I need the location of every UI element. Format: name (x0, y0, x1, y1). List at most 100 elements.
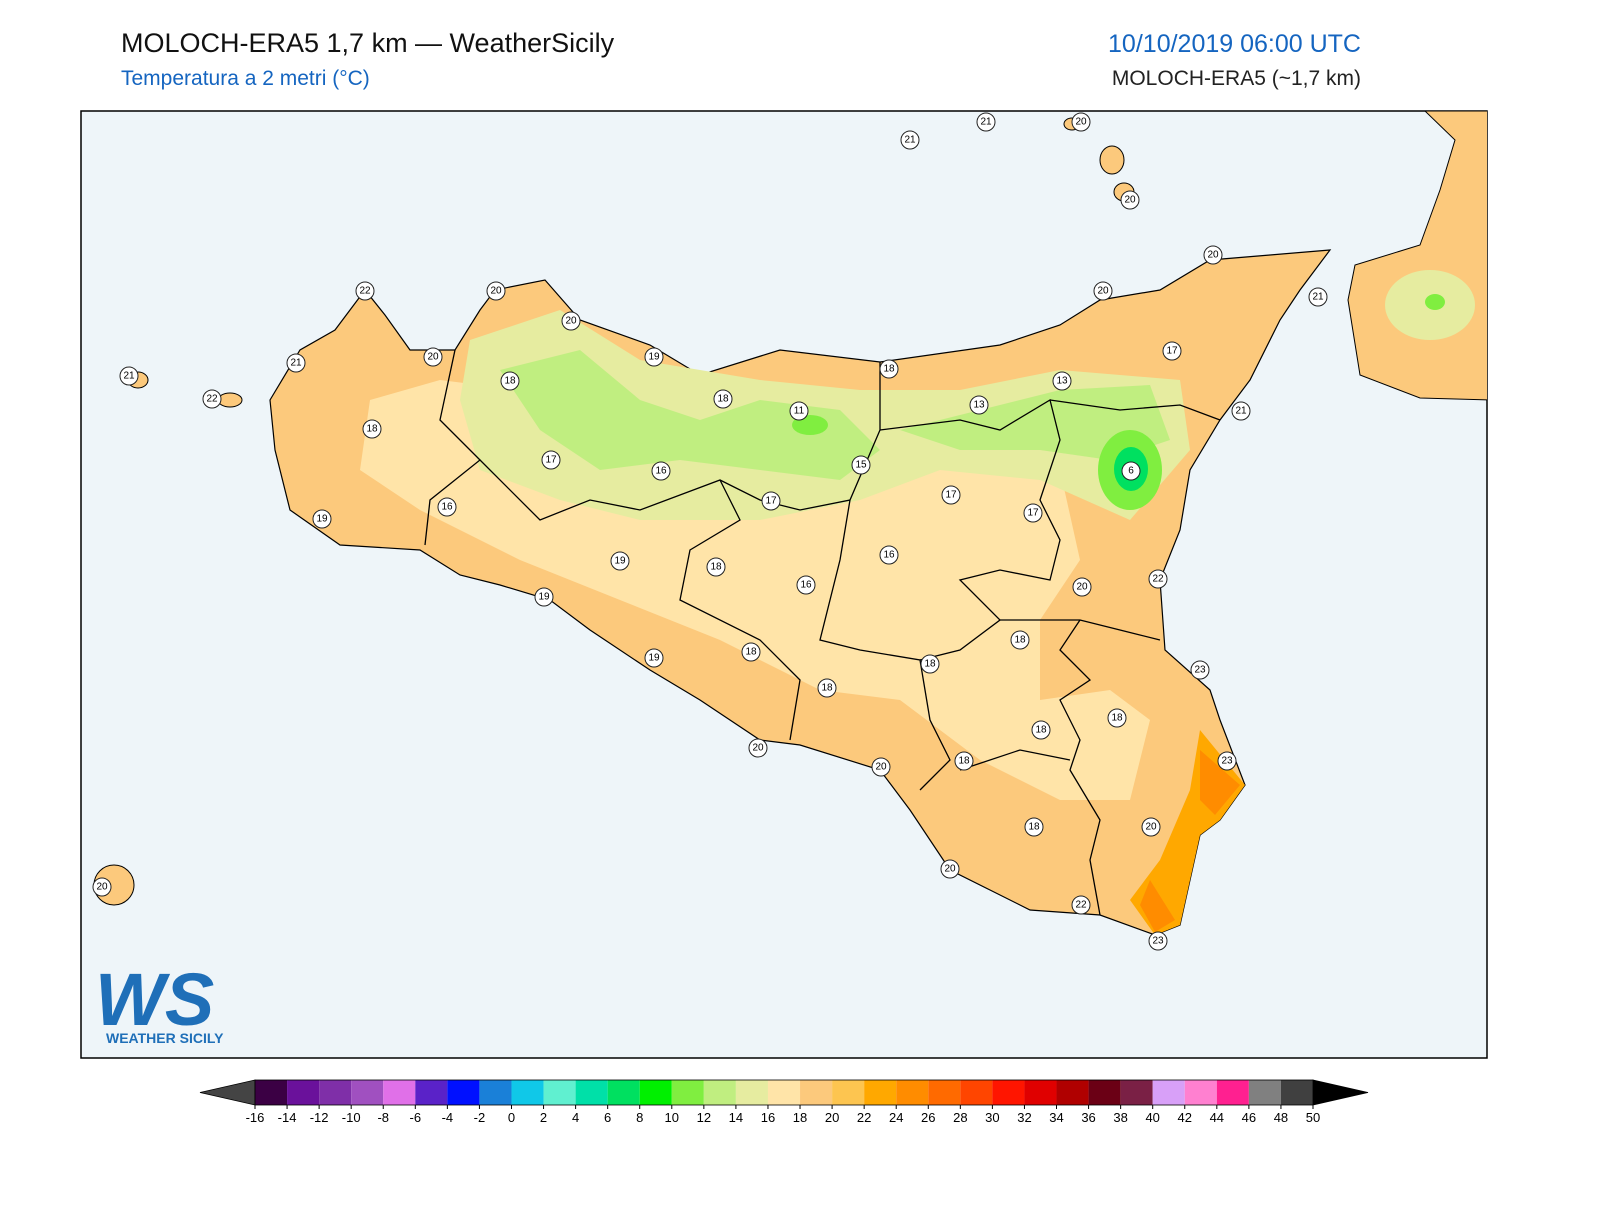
station-marker (1052, 371, 1072, 391)
colorbar-tick-label: 6 (604, 1110, 611, 1125)
colorbar-tick-label: 40 (1145, 1110, 1159, 1125)
colorbar-segment (319, 1080, 352, 1105)
station-value: 21 (1312, 292, 1324, 303)
station-value: 23 (1221, 756, 1233, 767)
station-marker (644, 347, 664, 367)
colorbar-tick-label: 36 (1081, 1110, 1095, 1125)
station-value: 21 (904, 135, 916, 146)
station-value: 17 (545, 455, 557, 466)
station-marker (1162, 341, 1182, 361)
colorbar-tick-label: 8 (636, 1110, 643, 1125)
field-area (900, 385, 1170, 460)
station: 18 (1031, 720, 1051, 740)
colorbar-segment (1184, 1080, 1217, 1105)
station-marker (976, 112, 996, 132)
station-value: 18 (710, 562, 722, 573)
colorbar-tick-label: 42 (1178, 1110, 1192, 1125)
station-marker (1072, 577, 1092, 597)
station-value: 17 (1166, 346, 1178, 357)
station: 18 (920, 654, 940, 674)
colorbar-segment (992, 1080, 1025, 1105)
station: 22 (1071, 895, 1091, 915)
station-marker (920, 654, 940, 674)
colorbar-tick-label: -2 (474, 1110, 486, 1125)
colorbar-segment (383, 1080, 416, 1105)
station-marker (119, 366, 139, 386)
colorbar-segment (415, 1080, 448, 1105)
station-marker (761, 491, 781, 511)
station: 18 (500, 371, 520, 391)
station-value: 20 (1207, 250, 1219, 261)
station-marker (534, 587, 554, 607)
station-marker (541, 450, 561, 470)
station: 20 (1093, 281, 1113, 301)
colorbar-tick-label: -14 (278, 1110, 297, 1125)
colorbar-segment (351, 1080, 384, 1105)
colorbar-tick-label: 46 (1242, 1110, 1256, 1125)
station-value: 18 (958, 756, 970, 767)
station-marker (851, 455, 871, 475)
station-marker (1120, 190, 1140, 210)
station: 21 (900, 130, 920, 150)
station-marker (879, 545, 899, 565)
station-value: 18 (504, 376, 516, 387)
colorbar-segment (864, 1080, 897, 1105)
colorbar-segment (671, 1080, 704, 1105)
station: 21 (286, 353, 306, 373)
colorbar-tick-label: 30 (985, 1110, 999, 1125)
station-value: 19 (538, 592, 550, 603)
colorbar-tick-label: -16 (246, 1110, 265, 1125)
station-value: 18 (366, 424, 378, 435)
title: MOLOCH-ERA5 1,7 km — WeatherSicily (121, 28, 615, 58)
station-value: 18 (924, 659, 936, 670)
station: 19 (534, 587, 554, 607)
station: 13 (969, 395, 989, 415)
station: 20 (1071, 112, 1091, 132)
station-value: 21 (290, 358, 302, 369)
station-value: 17 (765, 496, 777, 507)
station-marker (1231, 401, 1251, 421)
colorbar-under (199, 1079, 256, 1106)
station-marker (706, 557, 726, 577)
station-value: 18 (1111, 713, 1123, 724)
station-value: 22 (359, 286, 371, 297)
colorbar-tick-label: 32 (1017, 1110, 1031, 1125)
station-value: 20 (1124, 195, 1136, 206)
logo-mark: WS (95, 958, 214, 1041)
station-value: 16 (800, 580, 812, 591)
station: 23 (1190, 660, 1210, 680)
station-marker (1190, 660, 1210, 680)
station-marker (796, 575, 816, 595)
model-label: MOLOCH-ERA5 (~1,7 km) (1112, 67, 1361, 90)
station-value: 18 (745, 647, 757, 658)
station-marker (817, 678, 837, 698)
station: 20 (748, 738, 768, 758)
logo: WS WEATHER SICILY (95, 958, 224, 1046)
station: 23 (1148, 931, 1168, 951)
colorbar-tick-label: 38 (1113, 1110, 1127, 1125)
colorbar-segment (1056, 1080, 1089, 1105)
colorbar-tick-label: -12 (310, 1110, 329, 1125)
colorbar-segment (575, 1080, 608, 1105)
station-value: 20 (490, 286, 502, 297)
station: 20 (92, 877, 112, 897)
colorbar-tick-label: 18 (793, 1110, 807, 1125)
colorbar-segment (1120, 1080, 1153, 1105)
station: 18 (954, 751, 974, 771)
station-value: 18 (1028, 822, 1040, 833)
station: 20 (1203, 245, 1223, 265)
station-value: 17 (945, 490, 957, 501)
station-value: 20 (944, 864, 956, 875)
station-marker (954, 751, 974, 771)
station-value: 16 (655, 466, 667, 477)
station: 20 (1120, 190, 1140, 210)
station: 23 (1217, 751, 1237, 771)
station-value: 15 (855, 460, 867, 471)
station: 16 (651, 461, 671, 481)
station-value: 18 (1014, 635, 1026, 646)
station: 16 (796, 575, 816, 595)
station: 18 (362, 419, 382, 439)
colorbar-segment (960, 1080, 993, 1105)
colorbar-tick-label: -4 (442, 1110, 454, 1125)
